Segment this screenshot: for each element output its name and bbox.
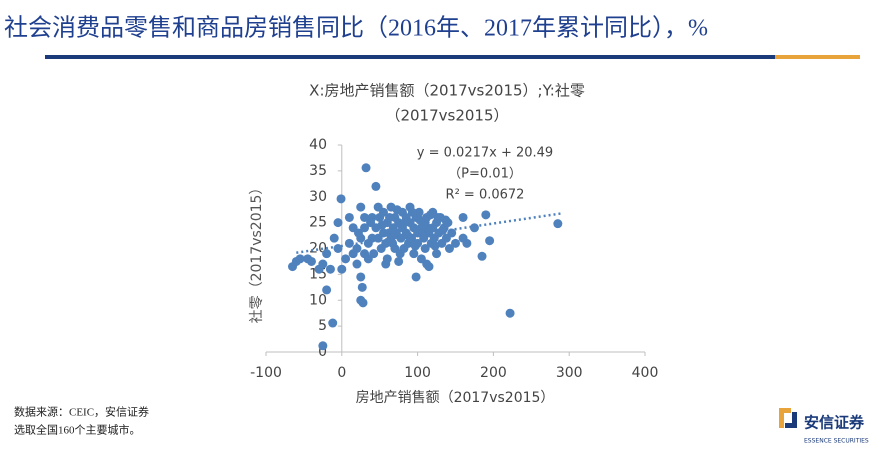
scatter-point xyxy=(352,259,362,269)
scatter-point xyxy=(333,218,343,228)
scatter-point xyxy=(344,212,354,222)
x-tick-label: 200 xyxy=(480,365,507,381)
x-tick-label: 300 xyxy=(556,365,583,381)
scatter-point xyxy=(451,238,460,248)
scatter-point xyxy=(371,181,381,191)
scatter-point xyxy=(322,249,332,259)
scatter-point xyxy=(357,282,367,292)
x-tick-label: 0 xyxy=(337,365,346,381)
scatter-point xyxy=(481,210,491,220)
scatter-point xyxy=(336,194,346,204)
scatter-point xyxy=(430,241,440,251)
scatter-point xyxy=(444,244,454,253)
title-bar xyxy=(45,55,775,59)
chart-title: X:房地产销售额（2017vs2015）;Y:社零 xyxy=(309,82,585,100)
scatter-point xyxy=(422,259,432,269)
scatter-point xyxy=(422,223,432,233)
y-tick-label: 25 xyxy=(309,215,327,231)
scatter-point xyxy=(369,249,379,259)
y-tick-label: 5 xyxy=(318,318,327,334)
scatter-point xyxy=(425,210,435,220)
scatter-point xyxy=(353,228,363,238)
scatter-point xyxy=(485,236,495,246)
scatter-point xyxy=(377,220,387,230)
scatter-point xyxy=(415,215,425,225)
y-tick-label: 10 xyxy=(309,292,327,308)
slide-title: 社会消费品零售和商品房销售同比（2016年、2017年累计同比），% xyxy=(4,15,708,42)
scatter-point xyxy=(458,212,468,222)
y-axis-label: 社零（2017vs2015） xyxy=(249,181,265,324)
scatter-point xyxy=(322,285,332,295)
scatter-point xyxy=(407,207,417,217)
scatter-point xyxy=(356,295,366,305)
scatter-point xyxy=(505,308,515,318)
scatter-point xyxy=(341,254,351,264)
logo-name: 安信证券 xyxy=(804,414,865,432)
scatter-point xyxy=(414,207,424,217)
scatter-point xyxy=(469,223,479,233)
y-tick-label: 35 xyxy=(309,163,327,179)
scatter-point xyxy=(553,219,563,229)
scatter-point xyxy=(333,244,343,253)
scatter-point xyxy=(403,231,413,241)
scatter-point xyxy=(360,212,370,222)
scatter-point xyxy=(394,256,404,266)
scatter-point xyxy=(306,256,316,266)
scatter-point xyxy=(381,259,391,269)
scatter-point xyxy=(325,264,335,274)
chart-subtitle: （2017vs2015） xyxy=(385,107,508,125)
scatter-point xyxy=(477,251,487,261)
annotation: （P=0.01） xyxy=(448,167,522,182)
scatter-point xyxy=(433,212,443,222)
x-tick-label: 400 xyxy=(632,365,659,381)
title-bar-accent xyxy=(775,55,860,59)
x-axis-label: 房地产销售额（2017vs2015） xyxy=(356,390,555,406)
scatter-point xyxy=(295,254,305,264)
scatter-point xyxy=(432,249,442,259)
logo-subtitle: ESSENCE SECURITIES xyxy=(804,438,869,445)
scatter-point xyxy=(337,264,347,274)
footnote: 选取全国160个主要城市。 xyxy=(14,423,141,437)
scatter-point xyxy=(420,244,430,253)
scatter-point xyxy=(318,259,328,269)
scatter-point xyxy=(392,205,402,215)
scatter-point xyxy=(329,233,339,243)
scatter-point xyxy=(409,249,419,259)
y-tick-label: 40 xyxy=(309,137,327,153)
x-tick-label: -100 xyxy=(250,365,282,381)
scatter-point xyxy=(352,244,362,253)
logo-mark xyxy=(779,408,791,428)
scatter-point xyxy=(395,249,405,259)
source-note: 数据来源：CEIC，安信证券 xyxy=(14,405,149,419)
scatter-point xyxy=(356,272,366,282)
annotation: R² = 0.0672 xyxy=(446,188,525,203)
scatter-point xyxy=(361,163,371,173)
y-tick-label: 0 xyxy=(318,344,327,360)
logo-mark xyxy=(785,412,797,428)
y-tick-label: 30 xyxy=(309,189,327,205)
scatter-point xyxy=(360,223,370,233)
scatter-point xyxy=(438,225,448,235)
annotation: y = 0.0217x + 20.49 xyxy=(417,146,553,161)
scatter-point xyxy=(411,272,421,282)
x-tick-label: 100 xyxy=(404,365,431,381)
scatter-point xyxy=(447,228,457,238)
scatter-point xyxy=(356,202,366,212)
scatter-point xyxy=(366,218,376,228)
scatter-point xyxy=(388,238,398,248)
scatter-point xyxy=(385,212,395,222)
scatter-point xyxy=(441,215,451,225)
scatter-point xyxy=(328,318,338,328)
scatter-point xyxy=(373,202,383,212)
scatter-point xyxy=(318,341,328,351)
scatter-point xyxy=(458,233,468,243)
scatter-point xyxy=(400,218,410,228)
scatter-point xyxy=(363,238,373,248)
scatter-point xyxy=(410,241,420,251)
